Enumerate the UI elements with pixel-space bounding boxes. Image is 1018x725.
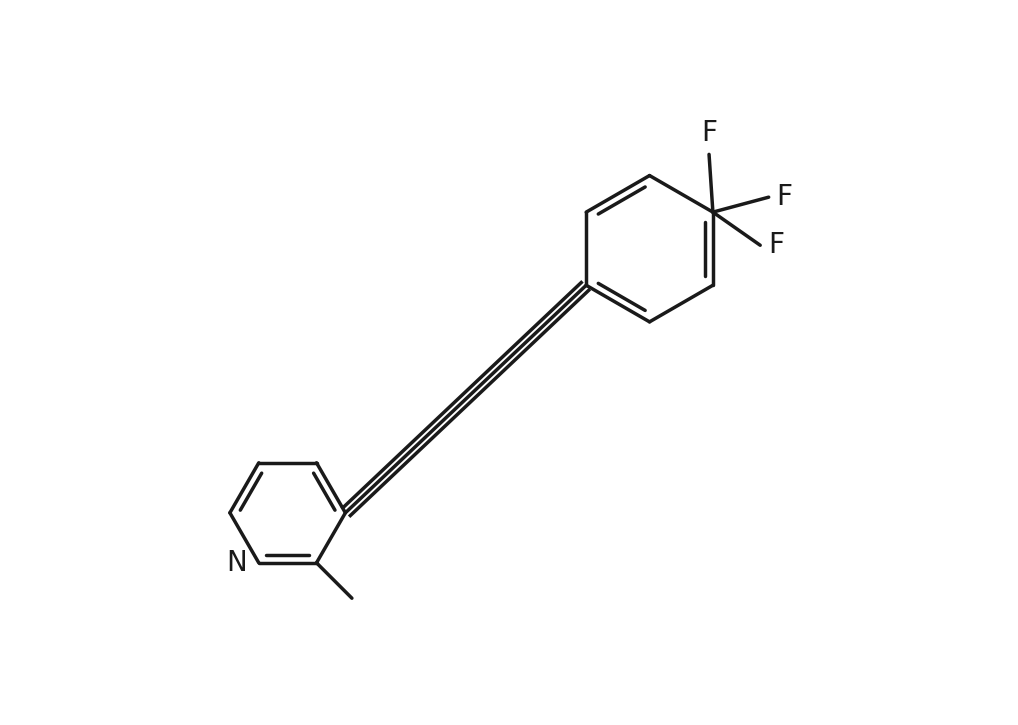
Text: F: F — [768, 231, 784, 260]
Text: F: F — [701, 119, 717, 146]
Text: N: N — [226, 549, 247, 577]
Text: F: F — [777, 183, 792, 211]
